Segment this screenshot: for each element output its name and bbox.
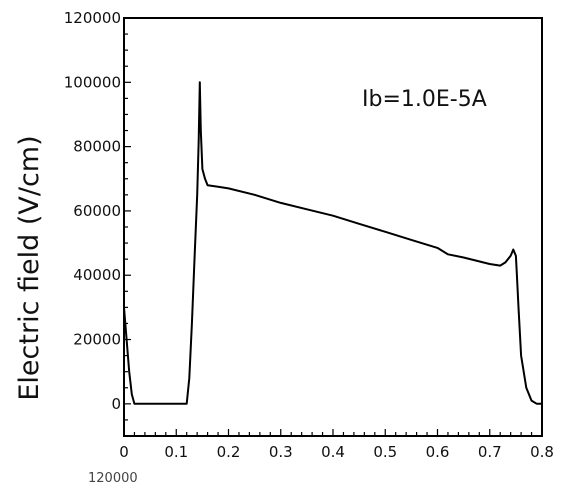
y-tick-label: 20000 [73,331,121,349]
current-annotation: Ib=1.0E-5A [362,87,487,112]
y-tick-label: 80000 [73,138,121,156]
y-axis-label: Electric field (V/cm) [14,135,45,400]
y-tick-label: 0 [111,395,121,413]
electric-field-line [124,82,542,404]
y-tick-label: 40000 [73,266,121,284]
x-tick-label: 0.5 [373,443,397,461]
x-tick-label: 0.6 [426,443,450,461]
x-tick-label: 0.1 [164,443,188,461]
cutoff-tick-label: 120000 [88,471,138,484]
y-tick-label: 100000 [64,73,121,91]
x-tick-label: 0.4 [321,443,345,461]
x-tick-label: 0 [119,443,129,461]
y-tick-label: 120000 [64,9,121,27]
x-tick-label: 0.7 [478,443,502,461]
x-tick-label: 0.2 [217,443,241,461]
plot-area-frame [124,18,542,436]
x-tick-label: 0.8 [530,443,554,461]
x-tick-label: 0.3 [269,443,293,461]
axis-ticks [124,18,542,436]
axis-tick-labels: 120000 100000 80000 60000 40000 20000 0 0 0.1 0.2… [64,9,554,461]
y-tick-label: 60000 [73,202,121,220]
